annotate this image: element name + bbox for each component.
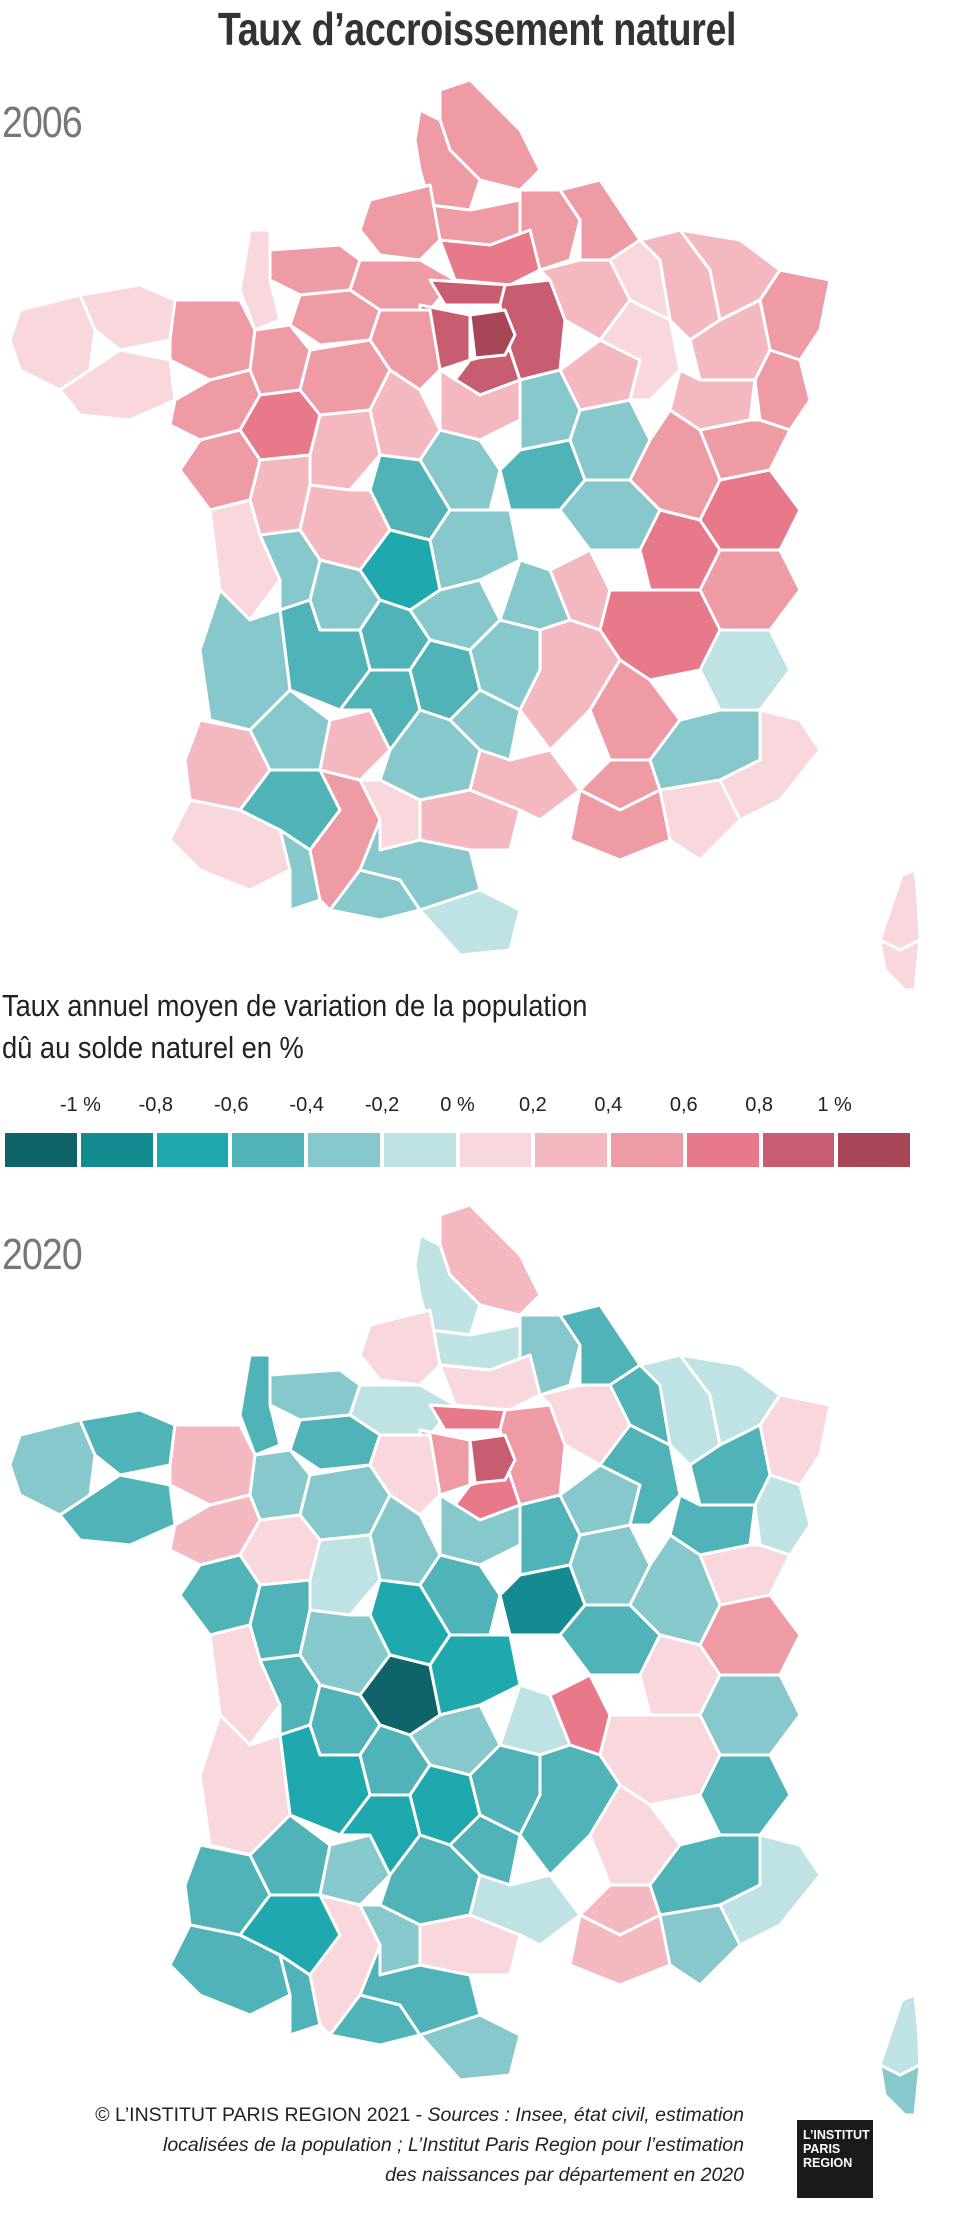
map-year-2020: 2020: [2, 1230, 83, 1279]
dept-corse-du-sud: [878, 2063, 922, 2115]
legend-swatch: [156, 1133, 229, 1167]
dept-tarn-et-garonne: [318, 1833, 392, 1907]
legend-tick-label: 0 %: [440, 1094, 475, 1116]
legend-swatch: [232, 1133, 304, 1167]
logo-line3: REGION: [803, 2156, 853, 2170]
france-map-2020: [8, 1203, 922, 2115]
dept-indre-et-loire: [308, 1533, 382, 1617]
legend-title-line1: Taux annuel moyen de variation de la pop…: [2, 988, 588, 1023]
dept-calvados: [268, 243, 362, 297]
dept-vendee: [178, 1553, 262, 1637]
legend-tick-label: 1 %: [817, 1094, 852, 1116]
france-map-2006: [8, 78, 922, 990]
sources-text: Sources : Insee, état civil, estimation: [427, 2104, 744, 2126]
dept-seine-maritime: [358, 183, 442, 262]
legend-swatch: [611, 1133, 683, 1167]
dept-var: [658, 1903, 742, 1987]
legend-title-line2: dû au solde naturel en %: [2, 1030, 304, 1065]
sources-line3: des naissances par département en 2020: [385, 2164, 744, 2186]
dept-pyrenees-orientales: [418, 2013, 522, 2082]
dept-haute-corse: [878, 1993, 922, 2077]
dept-pyrenees-orientales: [418, 888, 522, 957]
sources-line2: localisées de la population ; L’Institut…: [162, 2134, 744, 2156]
page-title: Taux d’accroissement naturel: [217, 3, 737, 55]
legend-tick-label: -0,8: [138, 1094, 174, 1116]
legend-color-scale: [5, 1133, 910, 1167]
legend-tick-label: -0,2: [364, 1094, 400, 1116]
dept-var: [658, 778, 742, 862]
legend-tick-label: 0,8: [745, 1094, 774, 1116]
map-year-2006: 2006: [2, 98, 83, 147]
legend-swatch: [80, 1133, 153, 1167]
dept-paris-petite-couronne: [468, 308, 517, 360]
dept-gard: [468, 1873, 582, 1947]
dept-alpes-maritimes: [718, 708, 822, 822]
copyright-text: © L’INSTITUT PARIS REGION 2021 -: [95, 2104, 423, 2126]
dept-allier: [428, 508, 522, 592]
dept-val-doise: [428, 1403, 512, 1432]
legend-swatch: [686, 1133, 759, 1167]
dept-hautes-alpes: [698, 628, 792, 712]
legend-tick-label: 0,6: [669, 1094, 698, 1116]
dept-manche: [238, 228, 282, 332]
legend-swatch: [459, 1133, 532, 1167]
dept-manche: [238, 1353, 282, 1457]
logo-line1: L’INSTITUT: [803, 2128, 870, 2142]
dept-morbihan: [58, 1473, 177, 1547]
legend-title: Taux annuel moyen de variation de la pop…: [2, 985, 587, 1069]
dept-vendee: [178, 428, 262, 512]
dept-ille-et-vilaine: [168, 298, 257, 382]
institut-paris-region-logo: L’INSTITUT PARIS REGION: [797, 2120, 873, 2198]
legend-swatch: [762, 1133, 835, 1167]
legend-tick-label: -0,4: [289, 1094, 324, 1116]
legend-swatch: [308, 1133, 380, 1167]
dept-haute-corse: [878, 868, 922, 952]
legend-tick-label: -1 %: [59, 1094, 101, 1116]
dept-tarn-et-garonne: [318, 708, 392, 782]
dept-dordogne: [278, 1723, 372, 1837]
logo-line2: PARIS: [803, 2142, 841, 2156]
legend-tick-label: 0,4: [594, 1094, 623, 1116]
legend-swatch: [5, 1133, 77, 1167]
dept-paris-petite-couronne: [468, 1433, 517, 1485]
legend-swatch: [838, 1133, 910, 1167]
legend-swatch: [535, 1133, 607, 1167]
dept-alpes-maritimes: [718, 1833, 822, 1947]
dept-allier: [428, 1633, 522, 1717]
dept-gard: [468, 748, 582, 822]
legend-tick-label: -0,6: [214, 1094, 249, 1116]
dept-calvados: [268, 1368, 362, 1422]
dept-morbihan: [58, 348, 177, 422]
legend-swatch: [383, 1133, 456, 1167]
dept-lozere: [448, 1813, 522, 1887]
source-credits: © L’INSTITUT PARIS REGION 2021 - Sources…: [24, 2100, 744, 2190]
legend-labels: -1 % -0,8 -0,6 -0,4 -0,2 0 % 0,2 0,4 0,6 0,8 1 %: [0, 1094, 954, 1124]
dept-corse-du-sud: [878, 938, 922, 990]
dept-ille-et-vilaine: [168, 1423, 257, 1507]
legend-tick-label: 0,2: [519, 1094, 547, 1116]
dept-seine-maritime: [358, 1308, 442, 1387]
dept-dordogne: [278, 598, 372, 712]
dept-hautes-alpes: [698, 1753, 792, 1837]
dept-lozere: [448, 688, 522, 762]
dept-indre-et-loire: [308, 408, 382, 492]
dept-val-doise: [428, 278, 512, 307]
